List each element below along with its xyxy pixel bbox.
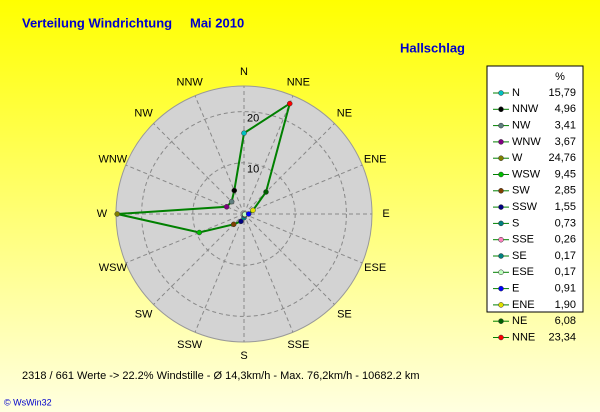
r-tick-label: 20 <box>247 113 259 125</box>
direction-label: SW <box>135 308 153 320</box>
direction-label: SSE <box>287 339 309 351</box>
spoke <box>194 213 245 333</box>
legend-label: ESE <box>512 266 534 278</box>
data-point <box>228 198 235 205</box>
chart-subtitle: Hallschlag <box>400 40 465 55</box>
legend-value: 0,17 <box>555 266 576 278</box>
legend-label: WSW <box>512 168 541 180</box>
direction-label: SSW <box>177 339 203 351</box>
footer: 2318 / 661 Werte -> 22.2% Windstille - Ø… <box>22 370 420 382</box>
legend-label: NNW <box>512 103 539 115</box>
legend-label: N <box>512 87 520 99</box>
direction-label: ENE <box>364 154 387 166</box>
spoke <box>243 164 363 215</box>
data-point <box>230 221 237 228</box>
legend-value: 2,85 <box>555 185 576 197</box>
legend-value: 1,90 <box>555 299 576 311</box>
direction-label: N <box>240 66 248 78</box>
spoke <box>243 213 335 305</box>
direction-label: WSW <box>99 262 128 274</box>
legend-value: 23,34 <box>548 331 576 343</box>
direction-label: NE <box>337 107 352 119</box>
legend-label: SW <box>512 185 530 197</box>
r-tick-label: 10 <box>247 164 259 176</box>
direction-label: W <box>97 208 108 220</box>
legend-value: 1,55 <box>555 201 576 213</box>
legend-marker <box>498 285 504 292</box>
legend-label: SSE <box>512 234 534 246</box>
legend-marker <box>498 204 504 210</box>
legend-marker <box>498 188 504 194</box>
spoke <box>153 123 245 215</box>
legend-label: NE <box>512 315 527 327</box>
legend-label: SSW <box>512 201 538 213</box>
spoke <box>243 213 294 333</box>
legend-value: 0,17 <box>555 250 576 262</box>
legend-value: 24,76 <box>548 152 576 164</box>
chart-title: Verteilung Windrichtung <box>22 15 172 30</box>
legend-marker <box>498 155 504 161</box>
legend-marker <box>498 236 504 243</box>
grid-ring <box>192 162 296 266</box>
legend-label: SE <box>512 250 527 262</box>
direction-label: SE <box>337 308 352 320</box>
legend-label: E <box>512 283 519 295</box>
credit: © WsWin32 <box>4 397 52 407</box>
legend-value: 6,08 <box>555 315 576 327</box>
legend-marker <box>498 106 504 113</box>
direction-label: NNW <box>177 77 204 89</box>
legend-value: 9,45 <box>555 168 576 180</box>
legend-marker <box>498 220 504 227</box>
legend-value: 15,79 <box>548 87 576 99</box>
direction-label: ESE <box>364 262 386 274</box>
legend-marker <box>498 334 504 341</box>
direction-label: NNE <box>287 77 310 89</box>
spoke <box>243 123 335 215</box>
spoke <box>243 213 363 264</box>
data-point <box>231 187 238 194</box>
legend-marker <box>498 253 504 259</box>
direction-label: NW <box>134 107 153 119</box>
spoke <box>125 213 245 264</box>
direction-label: S <box>240 350 247 362</box>
legend-label: NNE <box>512 331 535 343</box>
data-point <box>263 189 269 195</box>
spoke <box>153 213 245 305</box>
data-point <box>223 204 230 210</box>
legend-marker <box>498 139 504 145</box>
data-point <box>245 211 252 217</box>
data-point <box>241 130 247 136</box>
legend-value: 0,26 <box>555 234 576 246</box>
direction-label: WNW <box>98 154 127 166</box>
legend-label: WNW <box>512 136 541 148</box>
spoke <box>194 95 245 215</box>
legend-value: 3,41 <box>555 120 576 132</box>
legend-label: W <box>512 152 523 164</box>
legend-marker <box>498 122 504 129</box>
data-point <box>238 218 244 225</box>
legend-label: ENE <box>512 299 535 311</box>
legend-marker <box>498 171 504 178</box>
grid-ring <box>141 111 347 317</box>
direction-label: E <box>382 208 389 220</box>
legend-marker <box>498 269 504 276</box>
legend-label: S <box>512 217 519 229</box>
legend-value: 0,91 <box>555 283 576 295</box>
legend-header: % <box>555 71 565 83</box>
data-point <box>114 211 120 217</box>
legend-label: NW <box>512 120 531 132</box>
legend-marker <box>498 90 504 96</box>
legend-marker <box>498 318 504 324</box>
legend-value: 4,96 <box>555 103 576 115</box>
data-point <box>286 100 293 107</box>
spoke <box>243 95 294 215</box>
legend-value: 3,67 <box>555 136 576 148</box>
legend-marker <box>498 302 504 308</box>
legend-value: 0,73 <box>555 217 576 229</box>
chart-period: Mai 2010 <box>190 15 244 30</box>
data-point <box>250 207 256 214</box>
data-point <box>196 229 203 236</box>
